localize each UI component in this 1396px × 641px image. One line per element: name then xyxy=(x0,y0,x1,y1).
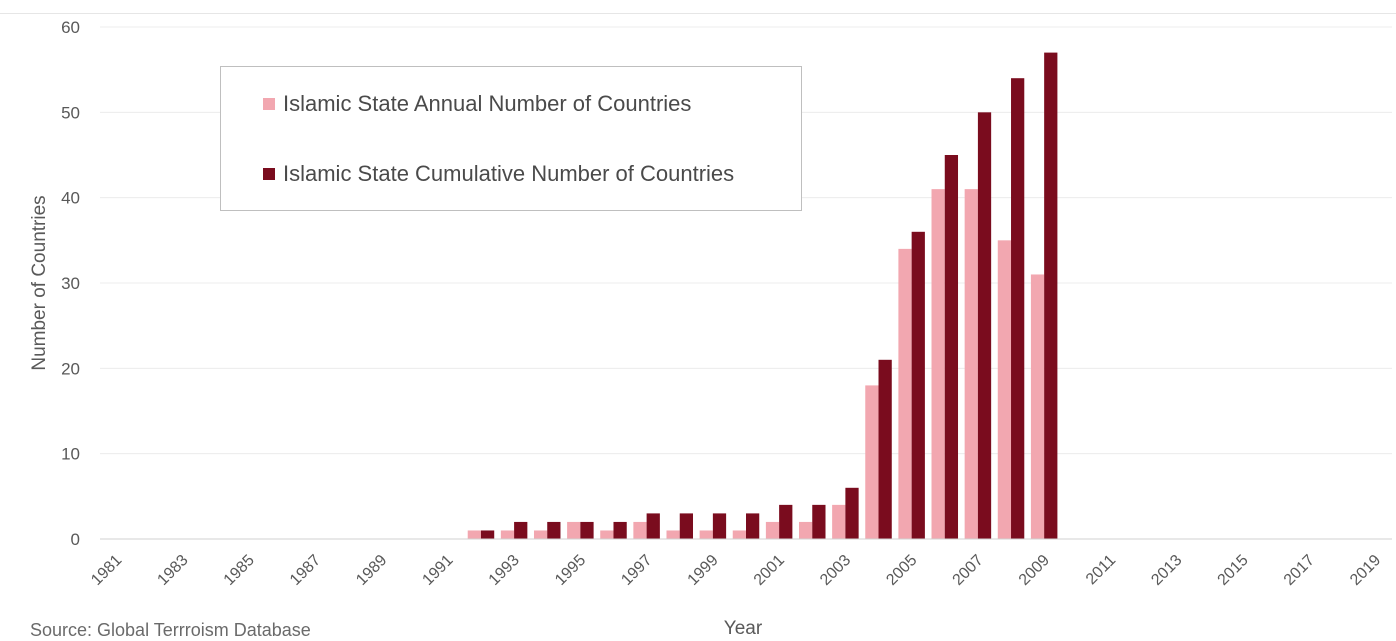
bar-cumulative-1992 xyxy=(480,530,495,539)
bar-cumulative-2001 xyxy=(779,504,793,539)
bar-cumulative-1995 xyxy=(580,521,594,539)
x-tick-label: 2003 xyxy=(817,552,854,589)
legend-item-annual: Islamic State Annual Number of Countries xyxy=(263,89,691,119)
y-tick-label: 10 xyxy=(61,445,80,464)
bar-annual-2002 xyxy=(799,521,813,539)
x-tick-label: 2001 xyxy=(751,552,788,589)
bar-annual-2009 xyxy=(1030,274,1045,539)
y-tick-label: 0 xyxy=(71,530,80,549)
x-tick-label: 2015 xyxy=(1215,552,1252,589)
x-tick-label: 1983 xyxy=(154,552,191,589)
x-axis-ticks: 1981 1983 1985 1987 1989 1991 1993 1995 1997 1999… xyxy=(88,552,1384,589)
y-tick-label: 20 xyxy=(61,359,80,378)
x-tick-label: 2005 xyxy=(883,552,920,589)
x-tick-label: 1985 xyxy=(221,552,258,589)
x-tick-label: 1987 xyxy=(287,552,324,589)
bar-annual-2001 xyxy=(765,521,780,539)
bar-cumulative-1997 xyxy=(646,513,660,539)
bar-cumulative-2009 xyxy=(1044,52,1058,539)
x-tick-label: 1981 xyxy=(88,552,125,589)
bar-cumulative-2003 xyxy=(845,487,859,539)
x-tick-label: 1993 xyxy=(486,552,523,589)
y-axis-label: Number of Countries xyxy=(29,195,50,370)
bar-annual-1993 xyxy=(500,530,515,539)
bar-cumulative-1994 xyxy=(547,521,561,539)
x-tick-label: 2009 xyxy=(1016,552,1053,589)
x-tick-label: 1991 xyxy=(419,552,456,589)
bar-annual-1997 xyxy=(633,521,647,539)
bars xyxy=(467,52,1058,540)
legend-label-annual: Islamic State Annual Number of Countries xyxy=(283,91,692,116)
bar-annual-2000 xyxy=(732,530,746,539)
y-tick-label: 40 xyxy=(61,189,80,208)
bar-cumulative-2008 xyxy=(1011,78,1025,539)
bar-cumulative-1999 xyxy=(712,513,727,539)
bar-cumulative-2007 xyxy=(977,112,992,539)
bar-cumulative-1998 xyxy=(679,513,693,539)
y-axis-ticks: 0 10 20 30 40 50 60 xyxy=(61,18,80,549)
bar-cumulative-2000 xyxy=(746,513,760,539)
bar-annual-1996 xyxy=(600,530,614,539)
x-tick-label: 2007 xyxy=(950,552,987,589)
bar-annual-2006 xyxy=(931,189,945,539)
bar-annual-2003 xyxy=(832,504,846,539)
bar-annual-1992 xyxy=(467,530,481,539)
x-tick-label: 1999 xyxy=(685,552,722,589)
source-note: Source: Global Terrroism Database xyxy=(30,620,311,640)
x-tick-label: 1997 xyxy=(618,552,655,589)
bar-cumulative-2006 xyxy=(944,155,959,539)
legend-item-cumulative: Islamic State Cumulative Number of Count… xyxy=(263,159,734,189)
bar-cumulative-2002 xyxy=(812,504,826,539)
bar-annual-1995 xyxy=(567,521,581,539)
legend-swatch-cumulative xyxy=(263,168,275,180)
legend-swatch-annual xyxy=(263,98,275,110)
y-tick-label: 50 xyxy=(61,103,80,122)
bar-cumulative-1993 xyxy=(514,521,528,539)
top-border xyxy=(0,0,1396,14)
bar-annual-1999 xyxy=(699,530,713,539)
bar-cumulative-1996 xyxy=(613,521,627,539)
y-tick-label: 30 xyxy=(61,274,80,293)
legend-label-cumulative: Islamic State Cumulative Number of Count… xyxy=(283,161,735,186)
x-tick-label: 2017 xyxy=(1281,552,1318,589)
x-tick-label: 2013 xyxy=(1148,552,1185,589)
bar-annual-2007 xyxy=(964,189,978,539)
bar-annual-2008 xyxy=(997,240,1012,540)
bar-annual-1994 xyxy=(533,530,548,539)
x-tick-label: 2019 xyxy=(1347,552,1384,589)
y-tick-label: 60 xyxy=(61,18,80,37)
bar-cumulative-2004 xyxy=(878,359,892,539)
bar-cumulative-2005 xyxy=(911,231,925,540)
bar-annual-1998 xyxy=(666,530,680,539)
x-tick-label: 2011 xyxy=(1083,552,1119,588)
x-axis-label: Year xyxy=(724,618,763,639)
x-tick-label: 1995 xyxy=(552,552,589,589)
legend: Islamic State Annual Number of Countries… xyxy=(220,66,802,211)
x-tick-label: 1989 xyxy=(353,552,390,589)
bar-annual-2004 xyxy=(865,385,879,539)
bar-annual-2005 xyxy=(898,248,912,539)
